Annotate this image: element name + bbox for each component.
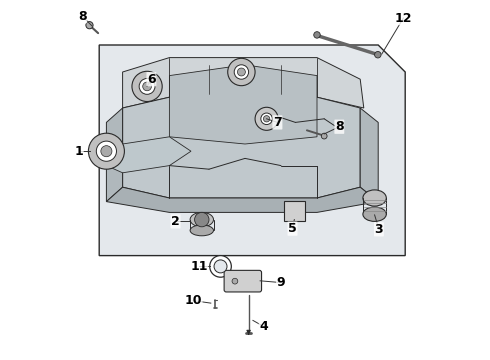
- Circle shape: [314, 32, 320, 38]
- Polygon shape: [122, 58, 364, 108]
- Circle shape: [210, 256, 231, 277]
- Polygon shape: [170, 65, 317, 144]
- Circle shape: [143, 82, 151, 91]
- Text: 1: 1: [74, 145, 83, 158]
- Polygon shape: [106, 187, 378, 212]
- FancyBboxPatch shape: [224, 270, 262, 292]
- Circle shape: [232, 278, 238, 284]
- Text: 8: 8: [78, 10, 87, 23]
- Circle shape: [228, 58, 255, 86]
- Ellipse shape: [190, 212, 214, 227]
- Text: 2: 2: [171, 215, 180, 228]
- Circle shape: [264, 116, 270, 122]
- Text: 8: 8: [335, 120, 343, 133]
- Circle shape: [261, 113, 272, 125]
- Ellipse shape: [190, 225, 214, 236]
- Polygon shape: [106, 137, 191, 173]
- Circle shape: [88, 133, 124, 169]
- Circle shape: [86, 22, 93, 29]
- Polygon shape: [99, 45, 405, 256]
- Circle shape: [255, 107, 278, 130]
- Text: 11: 11: [190, 260, 208, 273]
- Circle shape: [101, 146, 112, 157]
- Circle shape: [195, 212, 209, 227]
- Circle shape: [214, 260, 227, 273]
- Circle shape: [132, 71, 162, 102]
- Circle shape: [321, 133, 327, 139]
- Text: 9: 9: [277, 276, 285, 289]
- Circle shape: [234, 65, 248, 79]
- Circle shape: [238, 68, 245, 76]
- Circle shape: [97, 141, 117, 161]
- Circle shape: [139, 78, 155, 94]
- FancyBboxPatch shape: [284, 201, 305, 221]
- Text: 10: 10: [184, 294, 202, 307]
- Text: 5: 5: [288, 222, 297, 235]
- Ellipse shape: [363, 190, 386, 206]
- Text: 12: 12: [394, 12, 412, 24]
- Text: 6: 6: [147, 73, 156, 86]
- Text: 4: 4: [259, 320, 268, 333]
- Polygon shape: [106, 108, 122, 202]
- Polygon shape: [360, 108, 378, 202]
- Polygon shape: [122, 97, 360, 198]
- Ellipse shape: [363, 207, 386, 221]
- Circle shape: [374, 51, 381, 58]
- Text: 7: 7: [273, 116, 282, 129]
- Text: 3: 3: [375, 223, 383, 236]
